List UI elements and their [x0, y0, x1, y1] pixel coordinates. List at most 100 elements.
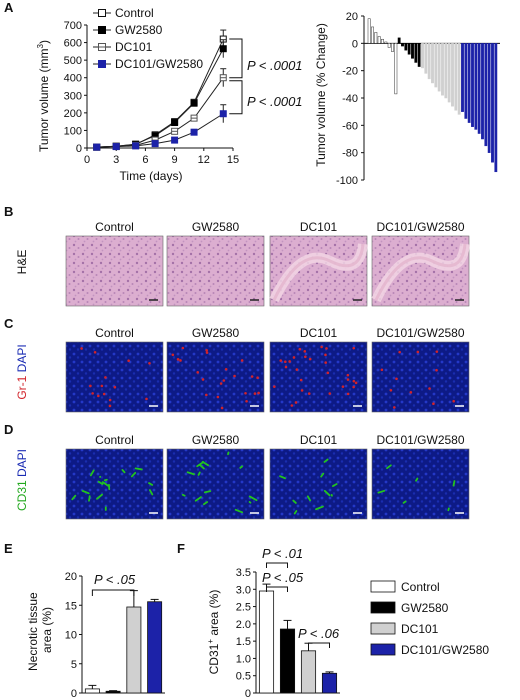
image-column-label-dc101-gw2580: DC101/GW2580 — [376, 220, 464, 234]
pvalue-bracket-f-top — [266, 562, 288, 568]
cd31-vessel — [88, 495, 91, 502]
gr1-positive-cell — [256, 376, 259, 380]
point-dc101-gw2580 — [171, 136, 179, 144]
gr1-positive-cell — [307, 392, 311, 395]
waterfall-bar-gw2580 — [414, 43, 418, 63]
gr1-positive-cell — [393, 406, 396, 409]
series-line-dc101-gw2580 — [96, 113, 224, 148]
gr1-positive-cell — [108, 398, 112, 402]
waterfall-bar-control — [381, 38, 384, 44]
legend-label-dc101-gw2580: DC101/GW2580 — [401, 643, 489, 657]
gr1-positive-cell — [233, 374, 236, 378]
gr1-positive-cell — [352, 346, 356, 350]
pvalue-bracket-bottom — [229, 80, 243, 115]
micrograph-gr1-dc101 — [269, 341, 368, 413]
point-dc101-gw2580 — [190, 128, 198, 136]
gr1-positive-cell — [346, 378, 350, 381]
cd31-vessel — [315, 505, 324, 511]
waterfall-bar-dc101-gw2580 — [474, 43, 478, 130]
point-gw2580 — [190, 99, 198, 107]
cd31-vessel — [279, 475, 286, 480]
y-tick-label: 700 — [64, 20, 82, 32]
cd31-vessel — [227, 451, 230, 456]
gr1-positive-cell — [222, 379, 226, 382]
cd31-bar-control — [258, 590, 275, 694]
waterfall-bar-dc101 — [424, 43, 428, 74]
waterfall-tick-label: -80 — [342, 148, 358, 160]
gr1-positive-cell — [292, 356, 296, 359]
cd31-vessel — [292, 499, 297, 504]
waterfall-bar-gw2580 — [404, 43, 408, 51]
row-label-he: H&E — [15, 250, 29, 275]
waterfall-bar-gw2580 — [401, 43, 404, 47]
gr1-positive-cell — [97, 394, 100, 398]
cd31-tick-label: 0 — [245, 688, 251, 700]
waterfall-tick-label: -60 — [342, 120, 358, 132]
gr1-image-row: Gr-1 DAPI Control GW2580 DC101 DC101/GW2580 — [15, 326, 470, 413]
micrograph-he-control — [65, 235, 164, 307]
legend-label-dc101: DC101 — [115, 40, 153, 54]
cd31-vessel — [130, 471, 137, 478]
cd31-vessel — [452, 480, 456, 487]
gr1-positive-cell — [432, 402, 435, 405]
point-dc101-gw2580 — [219, 110, 227, 118]
y-tick-label: 300 — [64, 90, 82, 102]
cd31-tick-label: 0.5 — [236, 671, 251, 683]
cd31-vessel — [323, 458, 329, 463]
legend-swatch-gw2580 — [370, 601, 396, 614]
gr1-positive-cell — [224, 367, 228, 371]
gr1-positive-cell — [93, 350, 97, 354]
waterfall-bar-gw2580 — [417, 43, 421, 67]
waterfall-bar-dc101 — [437, 43, 441, 92]
gr1-positive-cell — [380, 368, 384, 372]
waterfall-tick-label: -100 — [336, 175, 358, 187]
waterfall-bar-gw2580 — [411, 43, 414, 59]
gr1-positive-cell — [205, 349, 208, 352]
y-tick-label: 600 — [64, 38, 82, 50]
image-column-label-dc101-gw2580: DC101/GW2580 — [376, 326, 464, 340]
he-image-row: H&E Control GW2580 DC101 DC101/GW2580 — [15, 220, 470, 307]
waterfall-bar-dc101 — [441, 43, 444, 96]
x-tick-label: 15 — [227, 154, 239, 166]
waterfall-bar-dc101-gw2580 — [461, 43, 464, 112]
cd31-vessel — [203, 490, 212, 494]
waterfall-bar-dc101-gw2580 — [487, 43, 491, 153]
cd31-vessel — [415, 477, 419, 482]
gr1-positive-cell — [171, 353, 175, 357]
gr1-positive-cell — [279, 359, 283, 362]
cd31-tick-label: 1.5 — [236, 636, 251, 648]
cd31-vessel — [97, 480, 104, 485]
image-column-label-dc101: DC101 — [300, 326, 338, 340]
gr1-positive-cell — [113, 385, 117, 389]
legend-label-control: Control — [401, 580, 440, 594]
cd31-image-row: CD31 DAPI Control GW2580 DC101 DC101/GW2580 — [15, 433, 470, 520]
cd31-vessel — [248, 501, 252, 504]
pvalue-bracket-top — [229, 38, 243, 79]
waterfall-bar-dc101-gw2580 — [477, 43, 481, 134]
image-column-label-control: Control — [95, 433, 134, 447]
cd31-vessel — [202, 501, 209, 506]
cd31-vessel — [134, 467, 143, 471]
waterfall-tick-label: 20 — [346, 11, 358, 23]
necrotic-bar-dc101 — [126, 606, 142, 694]
waterfall-bar-gw2580 — [397, 37, 401, 44]
waterfall-bar-dc101 — [451, 43, 454, 107]
cd31-vessel — [186, 471, 195, 476]
gr1-positive-cell — [326, 371, 330, 375]
micrograph-gr1-control — [65, 341, 164, 413]
cd31-bar-dc101-gw2580 — [321, 672, 338, 694]
cd31-vessel — [148, 489, 154, 496]
gr1-positive-cell — [179, 359, 182, 362]
gr1-positive-cell — [245, 399, 248, 403]
waterfall-bar-dc101 — [444, 43, 448, 99]
line-chart-ylabel: Tumor volume (mm3) — [36, 40, 51, 152]
waterfall-bar-dc101-gw2580 — [494, 43, 498, 173]
cd31-vessel — [386, 464, 392, 470]
gr1-positive-cell — [240, 359, 244, 362]
waterfall-tick-label: 0 — [352, 38, 358, 50]
necrotic-tick-label: 10 — [65, 630, 77, 642]
legend-swatch-control — [370, 580, 396, 593]
x-tick-label: 6 — [142, 154, 148, 166]
panel-letter-a: A — [4, 0, 14, 15]
cd31-vessel — [323, 489, 331, 497]
